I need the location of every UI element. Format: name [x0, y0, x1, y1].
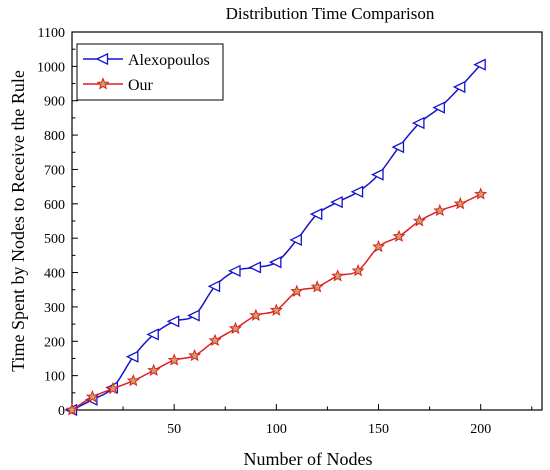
data-point-alexopoulos [350, 185, 364, 198]
y-tick-label: 1100 [38, 26, 65, 41]
data-point-our [85, 390, 100, 403]
data-point-our [228, 321, 242, 335]
data-point-alexopoulos [146, 328, 159, 341]
series-our [65, 187, 488, 416]
data-point-our [310, 280, 324, 293]
plot-area: 0 100 200 300 400 500 600 700 800 900 1000 1100 50 10… [37, 26, 543, 437]
data-point-our [372, 239, 386, 253]
data-point-our [188, 348, 202, 362]
chart-title: Distribution Time Comparison [226, 4, 435, 23]
data-point-alexopoulos [452, 80, 466, 94]
y-tick-label: 0 [58, 404, 65, 419]
y-tick-label: 400 [44, 267, 65, 282]
x-tick-label: 100 [266, 422, 287, 437]
y-axis-title: Time Spent by Nodes to Receive the Rule [8, 70, 28, 372]
data-point-alexopoulos [166, 315, 180, 328]
y-tick-label: 500 [44, 232, 65, 247]
data-point-alexopoulos [289, 233, 302, 247]
data-point-alexopoulos [207, 280, 221, 293]
data-point-our [351, 263, 365, 277]
data-point-our [147, 363, 161, 376]
data-point-our [433, 203, 447, 217]
data-point-our [331, 269, 345, 282]
data-point-alexopoulos [330, 195, 343, 209]
x-axis-title: Number of Nodes [244, 449, 373, 469]
data-point-alexopoulos [411, 116, 425, 130]
data-point-our [290, 284, 304, 298]
y-tick-label: 200 [44, 335, 65, 350]
data-point-our [167, 353, 181, 366]
data-point-alexopoulos [391, 140, 405, 154]
y-tick-label: 300 [44, 301, 65, 316]
legend-marker-our [96, 77, 110, 90]
data-point-alexopoulos [432, 101, 445, 114]
data-point-alexopoulos [125, 350, 139, 363]
x-tick-label: 200 [470, 422, 491, 437]
y-tick-label: 700 [44, 163, 65, 178]
legend-box [76, 43, 224, 101]
data-point-our [412, 214, 426, 227]
y-tick-label: 900 [44, 95, 65, 110]
series-alexopoulos [64, 58, 486, 417]
data-point-our [453, 196, 467, 210]
x-tick-label: 150 [368, 422, 389, 437]
data-point-alexopoulos [248, 261, 262, 274]
data-point-alexopoulos [473, 58, 486, 71]
data-point-our [392, 229, 406, 242]
y-tick-label: 100 [44, 370, 65, 385]
y-tick-label: 800 [44, 129, 65, 144]
data-point-our [269, 303, 283, 316]
data-point-alexopoulos [268, 256, 282, 269]
data-point-alexopoulos [227, 264, 241, 277]
data-point-our [474, 187, 488, 200]
data-point-alexopoulos [187, 309, 200, 322]
legend: Alexopoulos Our [76, 43, 224, 101]
data-point-our [65, 403, 79, 416]
y-tick-label: 600 [44, 198, 65, 213]
legend-label-alexopoulos: Alexopoulos [128, 52, 210, 69]
y-tick-label: 1000 [37, 60, 65, 75]
data-point-our [126, 373, 140, 387]
legend-label-our: Our [128, 77, 154, 94]
data-point-alexopoulos [309, 207, 323, 221]
data-point-alexopoulos [371, 168, 384, 181]
data-point-our [249, 308, 263, 321]
data-point-our [106, 381, 120, 395]
data-point-our [208, 333, 222, 347]
x-tick-label: 50 [167, 422, 181, 437]
legend-marker-alexopoulos [95, 52, 109, 66]
